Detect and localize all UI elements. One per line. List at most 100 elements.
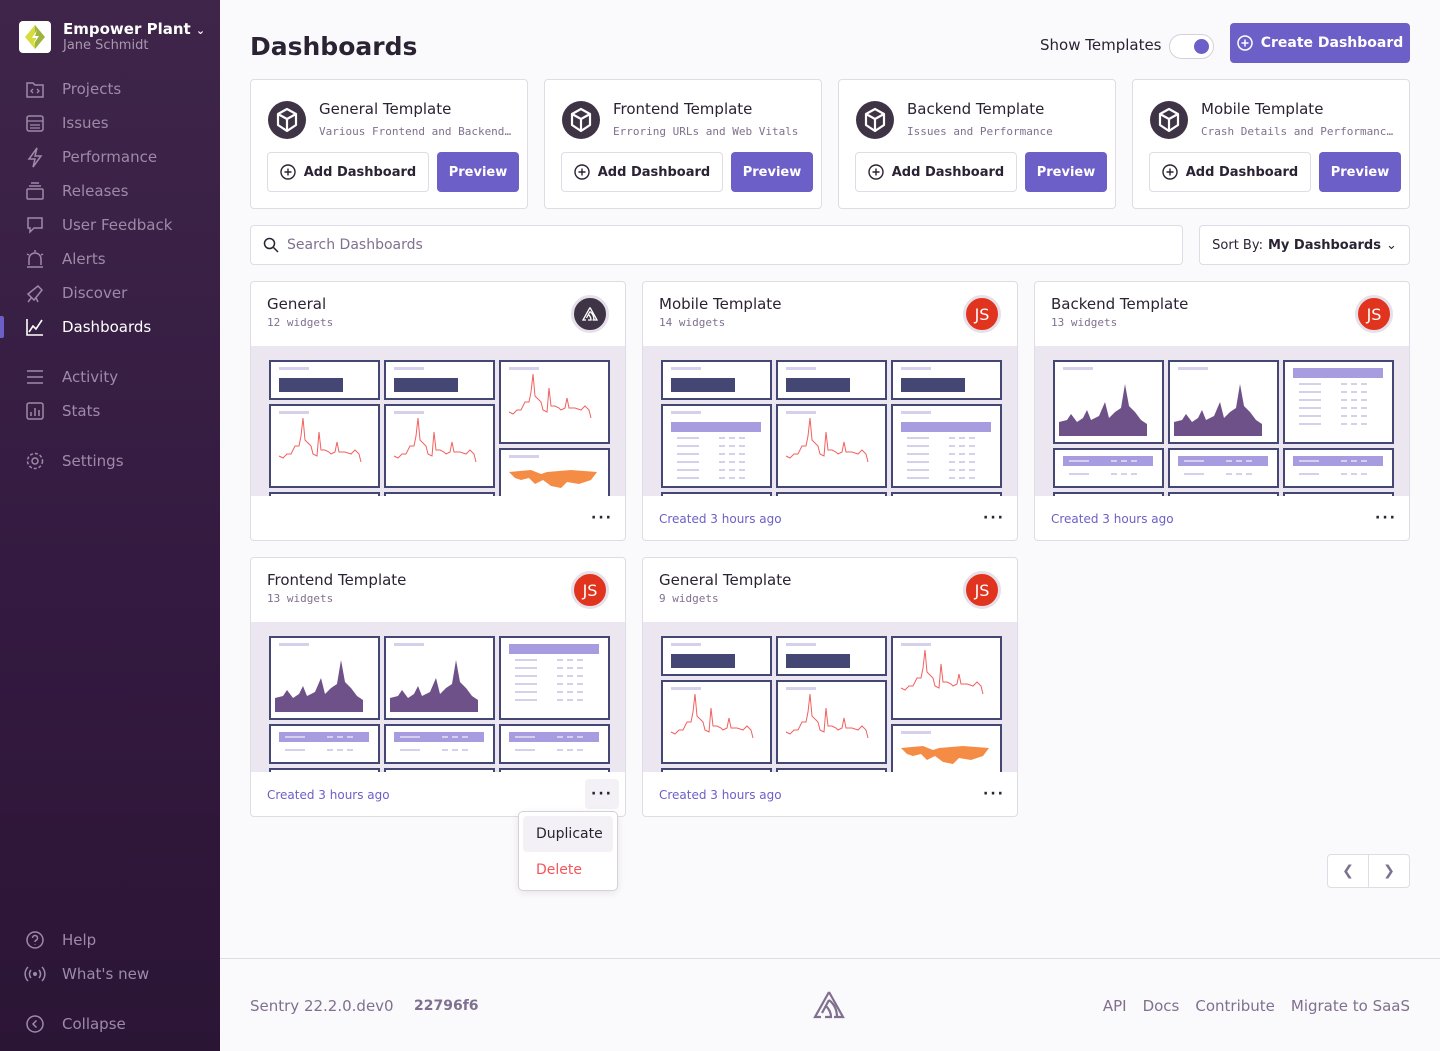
sidebar-item-projects[interactable]: Projects (0, 74, 220, 104)
preview-button[interactable]: Preview (1319, 152, 1401, 192)
more-options-button[interactable]: ··· (1369, 503, 1403, 533)
dashboard-card[interactable]: Frontend Template 13 widgets JS Created … (250, 557, 626, 817)
dashboard-card[interactable]: General 12 widgets ··· (250, 281, 626, 541)
dashboard-card[interactable]: Mobile Template 14 widgets JS Created 3 … (642, 281, 1018, 541)
previous-page-button[interactable]: ❮ (1328, 855, 1369, 887)
widget-preview-line (269, 404, 380, 488)
add-dashboard-label: Add Dashboard (891, 164, 1005, 180)
dashboard-preview (1035, 346, 1409, 496)
footer-link-api[interactable]: API (1102, 997, 1127, 1015)
ellipsis-icon: ··· (591, 510, 613, 526)
more-options-button[interactable]: ··· (585, 503, 619, 533)
search-input[interactable]: Search Dashboards (250, 225, 1183, 265)
widget-preview-tableS (384, 724, 495, 764)
sidebar-item-activity[interactable]: Activity (0, 362, 220, 392)
sidebar: Empower Plant ⌄ Jane Schmidt Projects Iss… (0, 0, 220, 1051)
show-templates-toggle[interactable] (1169, 34, 1214, 59)
settings-icon (26, 452, 44, 470)
widget-preview-line (776, 404, 887, 488)
widget-preview-bn (269, 360, 380, 400)
create-dashboard-label: Create Dashboard (1260, 35, 1404, 51)
widget-preview-map (891, 724, 1002, 772)
sidebar-item-help[interactable]: Help (0, 925, 220, 955)
widget-preview-bn (661, 636, 772, 676)
widget-preview-tableS (499, 724, 610, 764)
dashboard-card-footer: ··· (251, 496, 625, 540)
preview-button[interactable]: Preview (731, 152, 813, 192)
dashboard-preview (643, 622, 1017, 772)
widget-preview-bn (384, 360, 495, 400)
template-name: Mobile Template (1201, 100, 1324, 118)
performance-icon (27, 147, 43, 168)
more-options-button[interactable]: ··· (977, 779, 1011, 809)
dashboard-card[interactable]: Backend Template 13 widgets JS Created 3… (1034, 281, 1410, 541)
org-switcher[interactable]: Empower Plant ⌄ Jane Schmidt (19, 20, 205, 53)
template-card: Frontend Template Erroring URLs and Web … (544, 79, 822, 209)
more-options-button[interactable]: ··· (585, 779, 619, 809)
widget-preview-bn (776, 636, 887, 676)
preview-button[interactable]: Preview (1025, 152, 1107, 192)
footer-link-docs[interactable]: Docs (1142, 997, 1180, 1015)
create-dashboard-button[interactable]: Create Dashboard (1230, 23, 1410, 63)
sidebar-item-collapse[interactable]: Collapse (0, 1009, 220, 1039)
template-cube-icon (267, 100, 307, 140)
menu-item-delete[interactable]: Delete (536, 862, 582, 878)
template-cube-icon (1149, 100, 1189, 140)
preview-button[interactable]: Preview (437, 152, 519, 192)
more-options-button[interactable]: ··· (977, 503, 1011, 533)
dashboard-context-menu: Duplicate Delete (518, 811, 618, 891)
template-card: General Template Various Frontend and Ba… (250, 79, 528, 209)
widget-preview-line (776, 492, 887, 496)
sidebar-item-what-s-new[interactable]: What's new (0, 959, 220, 989)
pagination: ❮ ❯ (1327, 854, 1410, 888)
dashboard-card-footer: Created 3 hours ago ··· (251, 772, 625, 816)
sidebar-item-stats[interactable]: Stats (0, 396, 220, 426)
template-card: Mobile Template Crash Details and Perfor… (1132, 79, 1410, 209)
sidebar-item-label: What's new (62, 965, 150, 983)
created-time: Created 3 hours ago (659, 512, 782, 526)
sidebar-item-dashboards[interactable]: Dashboards (0, 312, 220, 342)
template-cube-icon (561, 100, 601, 140)
widget-preview-tableS (1053, 492, 1164, 496)
footer-link-contribute[interactable]: Contribute (1195, 997, 1275, 1015)
widget-preview-map (499, 448, 610, 496)
sidebar-item-label: Projects (62, 80, 122, 98)
dashboard-name: General (267, 295, 327, 313)
widget-count: 14 widgets (659, 316, 726, 329)
releases-icon (26, 182, 44, 200)
footer-link-migrate-to-saas[interactable]: Migrate to SaaS (1290, 997, 1410, 1015)
menu-item-duplicate[interactable]: Duplicate (523, 816, 613, 852)
sidebar-item-releases[interactable]: Releases (0, 176, 220, 206)
add-dashboard-button[interactable]: Add Dashboard (855, 152, 1017, 192)
widget-preview-line (384, 404, 495, 488)
sidebar-item-label: Stats (62, 402, 101, 420)
add-dashboard-button[interactable]: Add Dashboard (267, 152, 429, 192)
sidebar-item-discover[interactable]: Discover (0, 278, 220, 308)
widget-preview-lineL (891, 636, 1002, 720)
template-description: Various Frontend and Backend Widgets (319, 125, 514, 138)
next-page-button[interactable]: ❯ (1369, 855, 1409, 887)
sidebar-item-label: Discover (62, 284, 128, 302)
commit-hash[interactable]: 22796f6 (414, 998, 479, 1014)
add-dashboard-button[interactable]: Add Dashboard (561, 152, 723, 192)
widget-preview-tableS (499, 768, 610, 772)
footer: Sentry 22.2.0.dev0 22796f6 API Docs Contri… (220, 958, 1440, 1051)
plus-circle-icon (1162, 164, 1178, 180)
widget-preview-tableS (269, 768, 380, 772)
created-time: Created 3 hours ago (659, 788, 782, 802)
sidebar-item-user-feedback[interactable]: User Feedback (0, 210, 220, 240)
chevron-right-icon: ❯ (1383, 863, 1395, 879)
template-cube-icon (855, 100, 895, 140)
sort-dropdown[interactable]: Sort By: My Dashboards ⌄ (1199, 225, 1410, 265)
search-icon (263, 237, 279, 253)
sidebar-item-label: Releases (62, 182, 129, 200)
sidebar-item-settings[interactable]: Settings (0, 446, 220, 476)
sidebar-item-performance[interactable]: Performance (0, 142, 220, 172)
sidebar-item-issues[interactable]: Issues (0, 108, 220, 138)
sidebar-item-alerts[interactable]: Alerts (0, 244, 220, 274)
add-dashboard-button[interactable]: Add Dashboard (1149, 152, 1311, 192)
widget-count: 9 widgets (659, 592, 719, 605)
chevron-down-icon: ⌄ (195, 24, 206, 37)
sidebar-item-label: User Feedback (62, 216, 173, 234)
dashboard-card[interactable]: General Template 9 widgets JS Created 3 … (642, 557, 1018, 817)
